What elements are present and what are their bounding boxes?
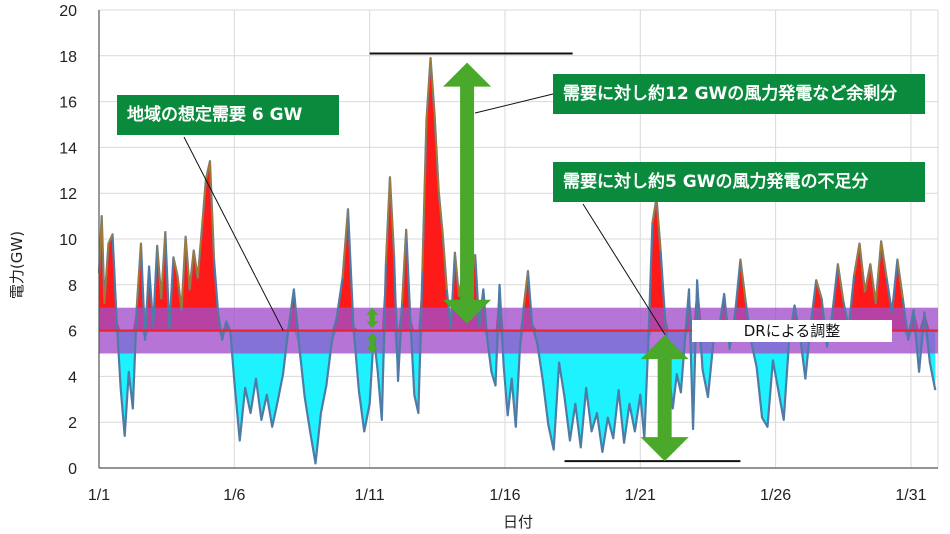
y-tick-labels: 0 2 4 6 8 10 12 14 16 18 20 xyxy=(59,3,77,478)
deficit-callout-leader xyxy=(582,203,666,335)
surplus-callout: 需要に対し約12 GWの風力発電など余剰分 xyxy=(553,74,925,114)
x-tick-label-3: 1/16 xyxy=(489,487,520,504)
x-tick-label-4: 1/21 xyxy=(625,487,656,504)
y-tick-label-1: 2 xyxy=(68,415,77,432)
demand-callout-leader xyxy=(183,136,284,331)
y-tick-label-4: 8 xyxy=(68,278,77,295)
surplus-callout-leader xyxy=(474,93,554,114)
y-tick-label-0: 0 xyxy=(68,461,77,478)
regional-demand-callout: 地域の想定需要 6 GW xyxy=(117,95,339,135)
x-tick-label-2: 1/11 xyxy=(355,487,385,504)
surplus-double-arrow xyxy=(443,62,492,324)
y-tick-label-2: 4 xyxy=(68,369,77,386)
y-tick-label-10: 20 xyxy=(59,3,77,20)
x-tick-label-0: 1/1 xyxy=(88,487,110,504)
y-axis-title: 電力(GW) xyxy=(8,231,26,299)
wind-power-line xyxy=(97,56,937,465)
y-tick-label-8: 16 xyxy=(59,95,77,112)
annotation-arrows xyxy=(183,52,741,463)
axes xyxy=(98,10,938,469)
x-tick-labels: 1/1 1/6 1/11 1/16 1/21 1/26 1/31 xyxy=(88,487,927,504)
dr-label: DRによる調整 xyxy=(692,320,892,342)
deficit-double-arrow xyxy=(640,335,689,462)
x-tick-label-1: 1/6 xyxy=(223,487,245,504)
dr-small-arrow-1 xyxy=(366,332,379,354)
y-tick-label-3: 6 xyxy=(68,324,77,341)
deficit-callout: 需要に対し約5 GWの風力発電の不足分 xyxy=(553,162,925,202)
x-tick-label-6: 1/31 xyxy=(895,487,926,504)
dr-small-arrow-0 xyxy=(366,307,379,329)
y-tick-label-5: 10 xyxy=(59,232,77,249)
y-tick-label-7: 14 xyxy=(59,140,77,157)
x-axis-title: 日付 xyxy=(503,513,533,531)
x-tick-label-5: 1/26 xyxy=(760,487,791,504)
y-tick-label-6: 12 xyxy=(59,186,77,203)
y-tick-label-9: 18 xyxy=(59,49,77,66)
